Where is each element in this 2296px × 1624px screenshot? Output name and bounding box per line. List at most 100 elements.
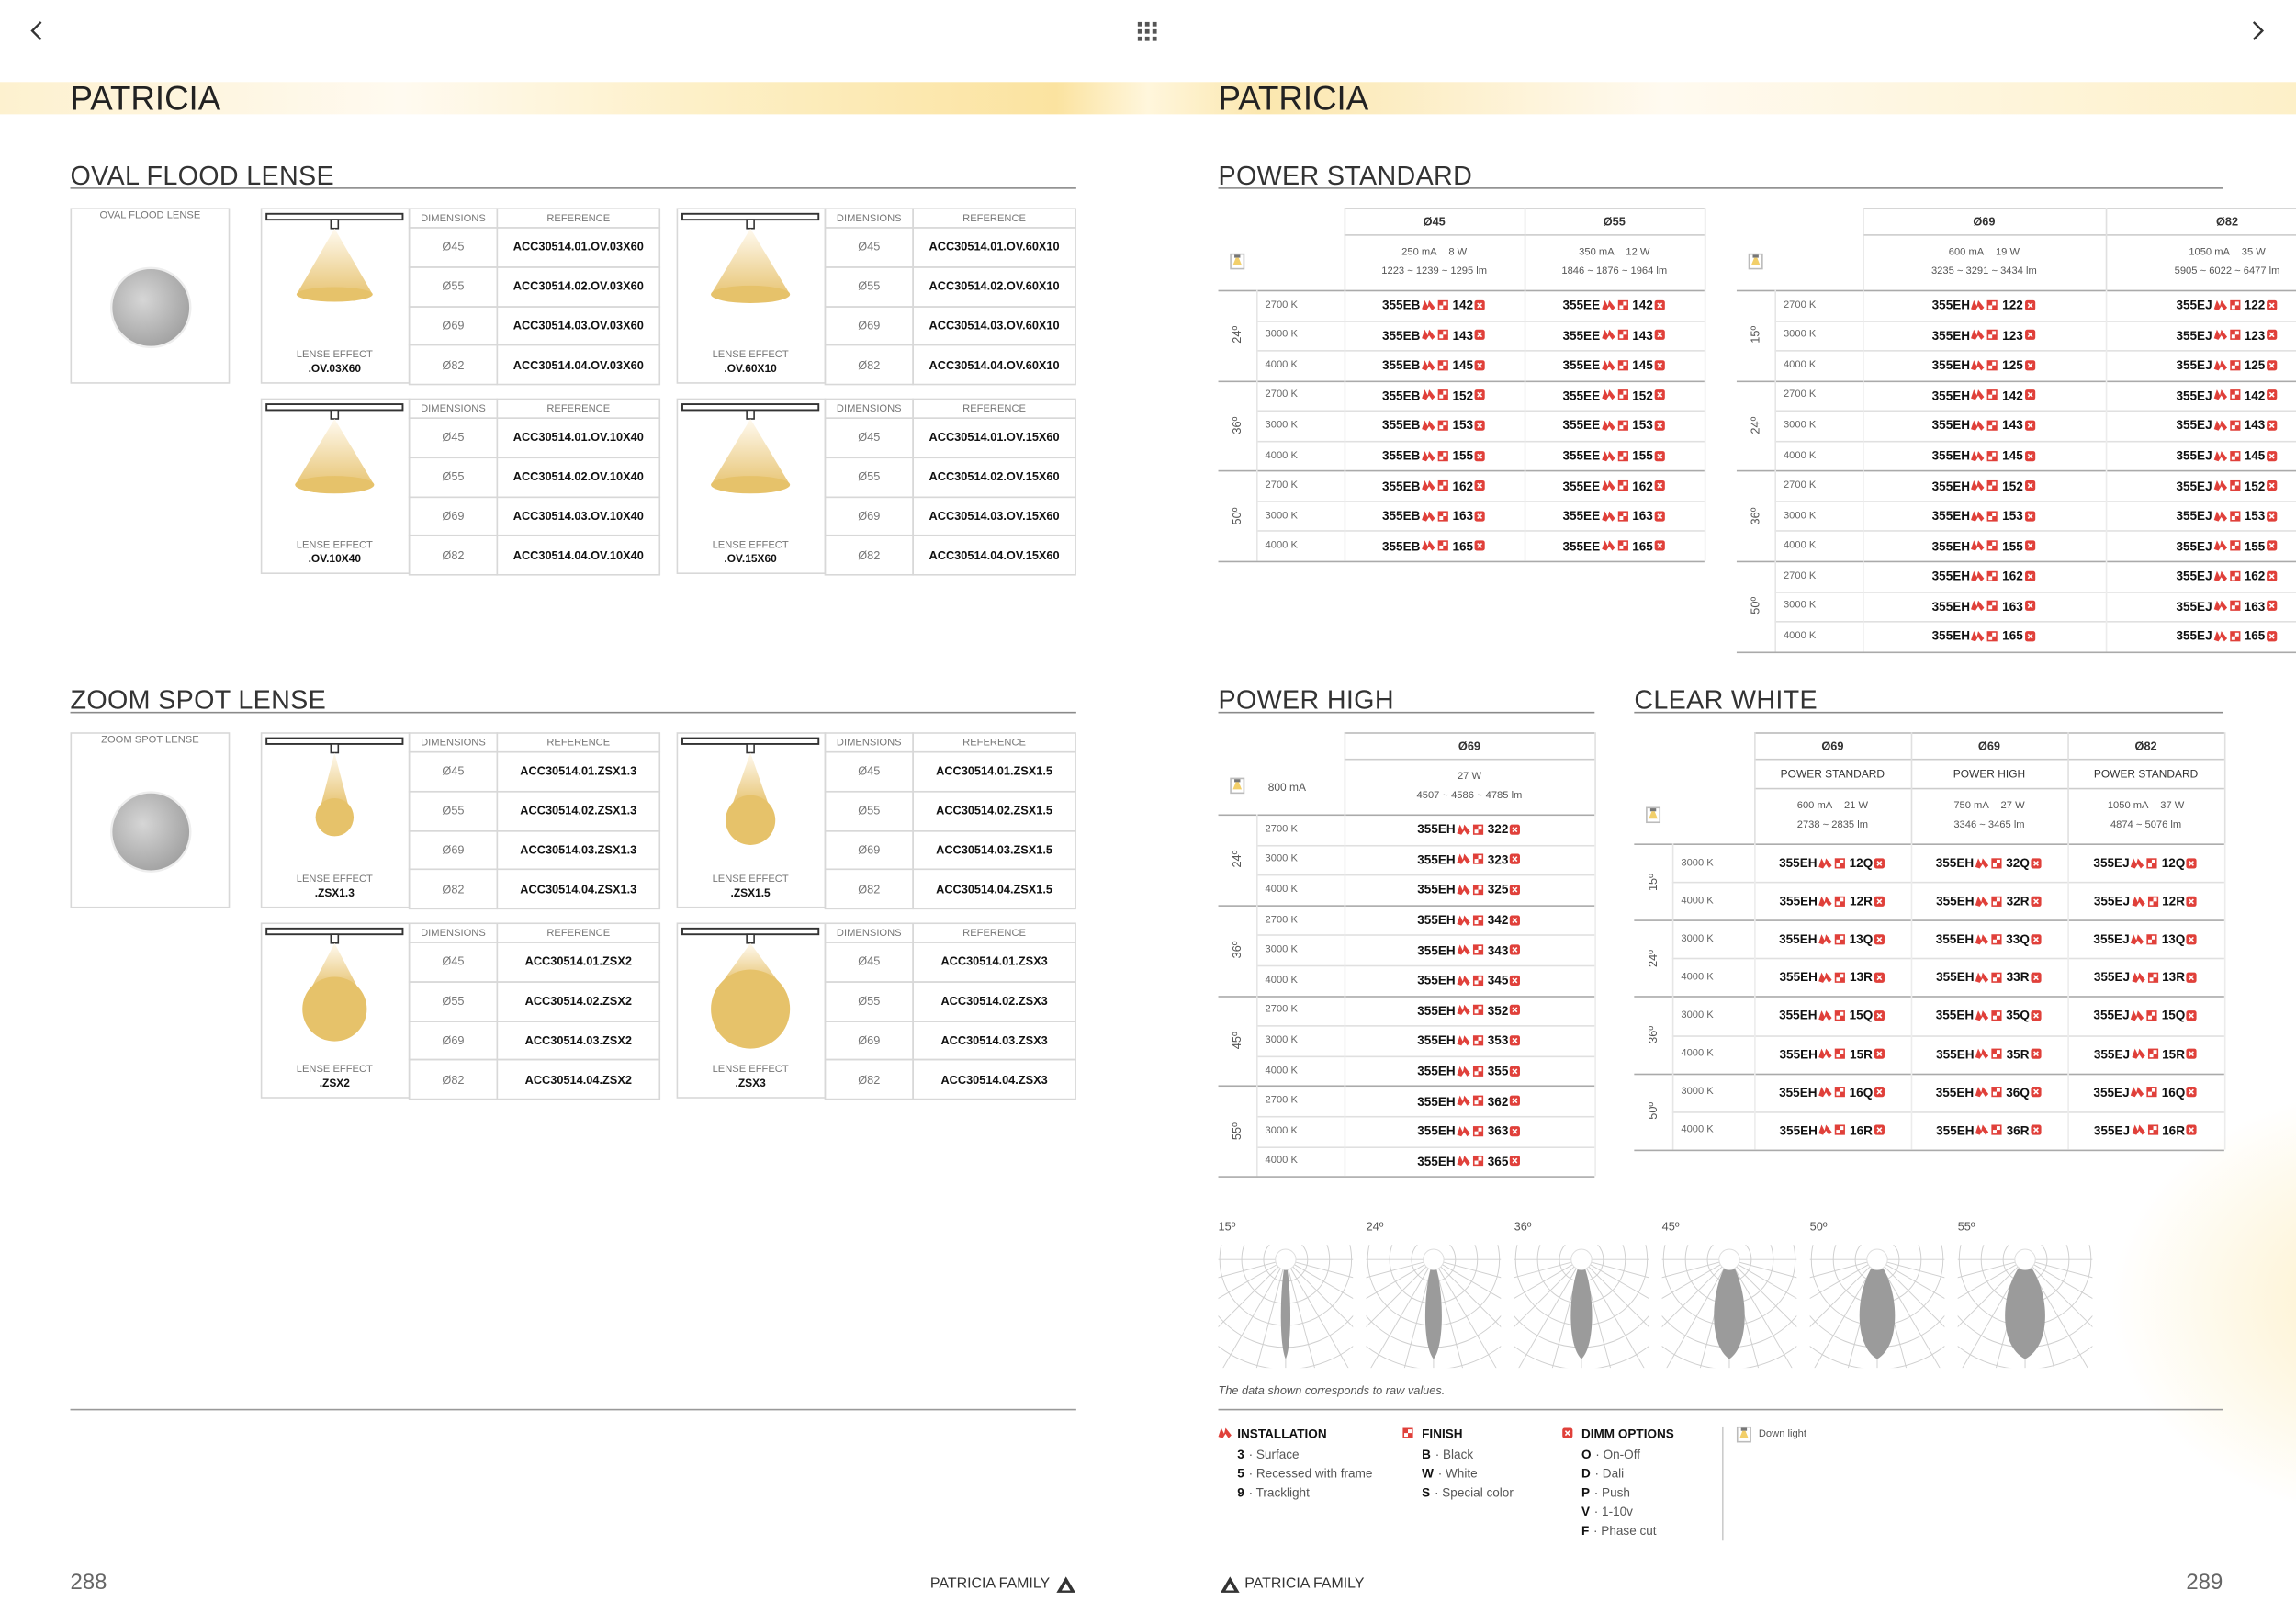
rule xyxy=(1344,289,1346,561)
legend-key: 3 xyxy=(1237,1447,1244,1462)
model-code: 355EB xyxy=(1381,298,1421,313)
current: 250 mA xyxy=(1401,247,1437,258)
rule xyxy=(1524,208,1526,290)
dimm-icon xyxy=(2031,1048,2042,1059)
reference-cell: ACC30514.03.ZSX1.3 xyxy=(496,829,661,871)
light-spot xyxy=(726,795,776,845)
install-glyph xyxy=(2213,630,2227,642)
code-cell: 355EH 162 xyxy=(1863,561,2106,592)
finish-fill xyxy=(2230,331,2235,335)
rule xyxy=(1255,320,1705,322)
rule xyxy=(1218,1408,2223,1411)
install-glyph xyxy=(1457,1066,1470,1077)
grid-spoke xyxy=(2024,1258,2093,1279)
variant-code: 13Q xyxy=(2161,931,2186,947)
track xyxy=(265,403,404,412)
nav-prev[interactable] xyxy=(29,20,44,40)
angle-label: 50º xyxy=(1231,506,1244,524)
finish-fill xyxy=(1997,1054,2002,1059)
dimension-cell: Ø55 xyxy=(824,980,914,1022)
code-cell: 355EH 15Q xyxy=(1754,997,1911,1035)
install-glyph xyxy=(1422,389,1435,400)
model-code: 355EJ xyxy=(2093,855,2130,871)
temperature-cell: 3000 K xyxy=(1265,1035,1298,1046)
nav-grid[interactable] xyxy=(1137,21,1158,42)
effect-label: LENSE EFFECT xyxy=(296,350,373,361)
model-code: 355EH xyxy=(1931,327,1971,343)
dimm-cross xyxy=(2189,860,2195,866)
variant-code: 125 xyxy=(2244,357,2266,373)
finish-icon xyxy=(2146,1010,2157,1021)
legend-text: · Recessed with frame xyxy=(1248,1465,1373,1481)
legend-title: INSTALLATION xyxy=(1237,1426,1327,1441)
finish-icon xyxy=(1617,420,1628,431)
column-header: DIMENSIONS xyxy=(408,208,499,229)
finish-fill xyxy=(1473,976,1479,981)
legend-item: O · On-Off xyxy=(1581,1446,1757,1463)
dimm-icon xyxy=(2024,510,2035,521)
model-code: 355EH xyxy=(1935,1008,1975,1023)
grid-spoke xyxy=(1728,1258,1797,1300)
beam-diagram xyxy=(1661,1245,1797,1369)
finish-fill xyxy=(2234,485,2240,491)
nav-next[interactable] xyxy=(2251,20,2266,40)
model-code: 355EH xyxy=(1931,298,1971,313)
code-cell: 355EB 145 xyxy=(1345,350,1525,380)
dimm-icon xyxy=(1562,1427,1573,1438)
legend-text: · Phase cut xyxy=(1593,1523,1657,1539)
install-icon xyxy=(1971,510,1986,521)
variant-code: 152 xyxy=(2244,478,2266,493)
finish-fill xyxy=(1443,485,1447,491)
grid-spoke xyxy=(1433,1258,1502,1279)
model-code: 355EH xyxy=(1417,1123,1456,1139)
dimm-cross xyxy=(2027,332,2032,338)
reference-cell: ACC30514.03.ZSX3 xyxy=(912,1020,1076,1061)
downlight-icon xyxy=(1736,1426,1751,1443)
finish-icon xyxy=(2229,389,2240,400)
downlight-beam xyxy=(1739,1430,1749,1438)
finish-fill xyxy=(1622,334,1627,340)
dimm-cross xyxy=(2268,633,2275,639)
power: 27 W xyxy=(1457,772,1481,783)
model-code: 355EH xyxy=(1779,893,1818,908)
dimm-cross xyxy=(2189,1051,2195,1057)
column-header: DIMENSIONS xyxy=(824,732,914,753)
model-code: 355EB xyxy=(1381,357,1421,373)
code-cell: 355EE 162 xyxy=(1525,470,1705,501)
dimension-cell: Ø45 xyxy=(824,227,914,268)
finish-fill xyxy=(1835,1088,1840,1092)
dimm-cross xyxy=(1477,362,1483,368)
legend-key: W xyxy=(1422,1465,1434,1481)
install-icon xyxy=(1975,972,1989,983)
beam-diagram xyxy=(1218,1245,1354,1369)
model-code: 355EB xyxy=(1381,447,1421,463)
variant-code: 142 xyxy=(1452,298,1474,313)
beam-lobe xyxy=(1714,1259,1745,1359)
finish-fill xyxy=(1992,896,1998,901)
code-cell: 355EH 325 xyxy=(1345,874,1595,905)
variant-code: 123 xyxy=(2244,327,2266,343)
finish-fill xyxy=(2234,515,2240,521)
install-glyph xyxy=(1601,510,1615,521)
model-code: 355EH xyxy=(1417,1093,1456,1109)
rule xyxy=(1255,1145,1595,1148)
reference-cell: ACC30514.01.ZSX3 xyxy=(912,942,1076,983)
install-glyph xyxy=(1457,854,1470,865)
install-icon xyxy=(1422,359,1435,371)
dimm-icon xyxy=(2266,510,2278,521)
legend-key: 9 xyxy=(1237,1484,1244,1500)
finish-fill xyxy=(2234,575,2240,581)
effect-label: LENSE EFFECT xyxy=(296,540,373,551)
dimm-cross xyxy=(2189,1012,2195,1019)
dimension-cell: Ø69 xyxy=(408,305,499,346)
code-cell: 355EB 155 xyxy=(1345,441,1525,471)
model-code: 355EJ xyxy=(2176,327,2212,343)
install-glyph xyxy=(1457,914,1470,926)
spec-cell: 350 mA 12 W 1846 ~ 1876 ~ 1964 lm xyxy=(1525,234,1705,290)
install-glyph xyxy=(2213,299,2227,310)
angle-label: 36º xyxy=(1231,941,1244,959)
finish-fill xyxy=(2147,858,2153,863)
finish-fill xyxy=(1840,1054,1845,1059)
install-icon xyxy=(2213,480,2227,491)
flux: 3346 ~ 3465 lm xyxy=(1953,819,2025,831)
